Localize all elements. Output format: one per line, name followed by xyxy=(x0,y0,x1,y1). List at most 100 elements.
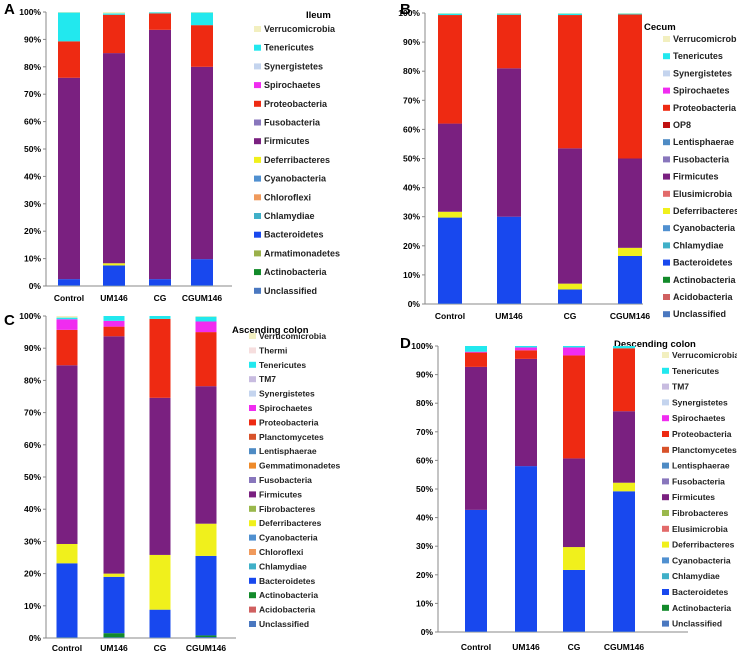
y-tick-label: 80% xyxy=(24,375,41,385)
legend-swatch-actinobacteria xyxy=(249,592,256,599)
bar-segment-proteobacteria-cgum146 xyxy=(618,14,642,159)
y-tick-label: 90% xyxy=(24,34,41,44)
bar-segment-firmicutes-cg xyxy=(558,148,582,284)
y-tick-label: 10% xyxy=(416,598,433,608)
legend-swatch-firmicutes xyxy=(249,491,256,498)
bar-segment-verrucomicrobia-cgum146 xyxy=(191,12,213,13)
legend-swatch-deferribacteres xyxy=(662,541,669,548)
legend-swatch-bacteroidetes xyxy=(249,577,256,584)
legend-item-tenericutes: Tenericutes xyxy=(259,360,306,370)
y-tick-label: 70% xyxy=(416,427,433,437)
x-tick-label: CG xyxy=(154,643,167,652)
bar-segment-unclassified-cg xyxy=(149,637,171,638)
x-tick-label: CGUM146 xyxy=(182,293,222,303)
bar-segment-bacteroidetes-um146 xyxy=(103,576,125,634)
legend-swatch-bacteroidetes xyxy=(254,231,261,238)
legend-swatch-firmicutes xyxy=(254,138,261,145)
bar-segment-deferribacteres-cg xyxy=(563,547,585,570)
bar-segment-bacteroidetes-control xyxy=(56,563,78,638)
bar-segment-deferribacteres-cgum146 xyxy=(613,482,635,492)
legend-swatch-tm7 xyxy=(662,383,669,390)
bar-segment-proteobacteria-control xyxy=(58,41,80,78)
legend-swatch-actinobacteria xyxy=(663,276,670,283)
y-tick-label: 30% xyxy=(416,541,433,551)
bar-segment-proteobacteria-um146 xyxy=(515,350,537,359)
legend-item-bacteroidetes: Bacteroidetes xyxy=(673,258,733,268)
bar-segment-verrucomicrobia-cgum146 xyxy=(618,13,642,14)
bar-segment-bacteroidetes-control xyxy=(58,279,80,286)
y-tick-label: 20% xyxy=(416,570,433,580)
legend-swatch-synergistetes xyxy=(662,399,669,406)
y-tick-label: 0% xyxy=(421,627,434,637)
legend-item-fibrobacteres: Fibrobacteres xyxy=(672,508,728,518)
bar-segment-bacteroidetes-um146 xyxy=(103,265,125,286)
bar-segment-proteobacteria-control xyxy=(56,329,78,366)
y-tick-label: 20% xyxy=(24,569,41,579)
bar-segment-firmicutes-cgum146 xyxy=(613,411,635,483)
legend-swatch-op8 xyxy=(663,122,670,128)
chart-title: Ileum xyxy=(306,10,331,21)
bar-segment-unclassified-cgum146 xyxy=(613,631,635,632)
bar-segment-deferribacteres-cg xyxy=(558,283,582,290)
y-tick-label: 100% xyxy=(398,8,420,18)
y-tick-label: 30% xyxy=(24,199,41,209)
legend-swatch-chloroflexi xyxy=(254,194,261,201)
bar-segment-deferribacteres-cgum146 xyxy=(195,523,217,556)
bar-segment-spirochaetes-control xyxy=(465,351,487,353)
bar-segment-firmicutes-cgum146 xyxy=(618,158,642,248)
bar-segment-spirochaetes-cgum146 xyxy=(195,321,217,333)
bar-segment-unclassified-control xyxy=(58,285,80,286)
legend-swatch-cyanobacteria xyxy=(254,175,261,182)
bar-segment-firmicutes-cgum146 xyxy=(195,386,217,524)
bar-segment-proteobacteria-cgum146 xyxy=(191,25,213,67)
bar-segment-bacteroidetes-cgum146 xyxy=(613,491,635,632)
panel-D: D Descending colon 0% 10% 20% 30% 40% 50% 60% 70%… xyxy=(400,335,737,652)
legend-item-synergistetes: Synergistetes xyxy=(264,61,323,71)
legend-swatch-spirochaetes xyxy=(662,415,669,422)
y-tick-label: 10% xyxy=(403,270,420,280)
panel-letter: C xyxy=(4,312,15,329)
bar-segment-firmicutes-control xyxy=(465,366,487,510)
chart-title: Cecum xyxy=(644,22,676,33)
legend-swatch-spirochaetes xyxy=(249,405,256,411)
y-tick-label: 70% xyxy=(24,408,41,418)
legend-swatch-fibrobacteres xyxy=(662,510,669,516)
bar-segment-firmicutes-um146 xyxy=(103,53,125,264)
bar-segment-bacteroidetes-control xyxy=(465,509,487,632)
legend-swatch-planctomycetes xyxy=(662,446,669,453)
legend-swatch-actinobacteria xyxy=(662,604,669,611)
y-tick-label: 0% xyxy=(29,281,42,291)
bar-segment-verrucomicrobia-cgum146 xyxy=(195,316,217,317)
bar-segment-firmicutes-cg xyxy=(149,397,171,555)
bar-segment-tenericutes-control xyxy=(438,13,462,16)
bar-segment-spirochaetes-control xyxy=(56,319,78,330)
bar-segment-spirochaetes-um146 xyxy=(103,320,125,327)
legend-swatch-lentisphaerae xyxy=(249,448,256,455)
bar-segment-verrucomicrobia-control xyxy=(58,12,80,13)
legend-item-synergistetes: Synergistetes xyxy=(672,397,728,407)
x-tick-label: UM146 xyxy=(512,642,540,652)
y-tick-label: 80% xyxy=(403,66,420,76)
legend-swatch-cyanobacteria xyxy=(662,557,669,564)
bar-segment-verrucomicrobia-um146 xyxy=(103,12,125,14)
bar-segment-bacteroidetes-um146 xyxy=(497,216,521,304)
legend-item-chloroflexi: Chloroflexi xyxy=(259,547,303,557)
legend-item-chlamydiae: Chlamydiae xyxy=(264,211,315,221)
bar-segment-firmicutes-cgum146 xyxy=(191,66,213,260)
bar-segment-bacteroidetes-cg xyxy=(149,279,171,286)
legend-item-elusimicrobia: Elusimicrobia xyxy=(673,189,733,199)
legend-item-acidobacteria: Acidobacteria xyxy=(259,605,315,615)
bar-segment-tenericutes-um146 xyxy=(103,13,125,15)
legend-item-chlamydiae: Chlamydiae xyxy=(259,561,307,571)
legend-item-bacteroidetes: Bacteroidetes xyxy=(672,587,728,597)
legend-swatch-spirochaetes xyxy=(254,82,261,89)
legend-item-firmicutes: Firmicutes xyxy=(264,136,310,146)
legend-swatch-synergistetes xyxy=(254,63,261,70)
x-tick-label: UM146 xyxy=(495,311,523,321)
bar-segment-bacteroidetes-cg xyxy=(563,569,585,632)
legend-swatch-planctomycetes xyxy=(249,433,256,440)
bar-segment-proteobacteria-um146 xyxy=(103,14,125,54)
legend-swatch-tenericutes xyxy=(254,44,261,51)
legend-item-fusobacteria: Fusobacteria xyxy=(673,154,730,164)
